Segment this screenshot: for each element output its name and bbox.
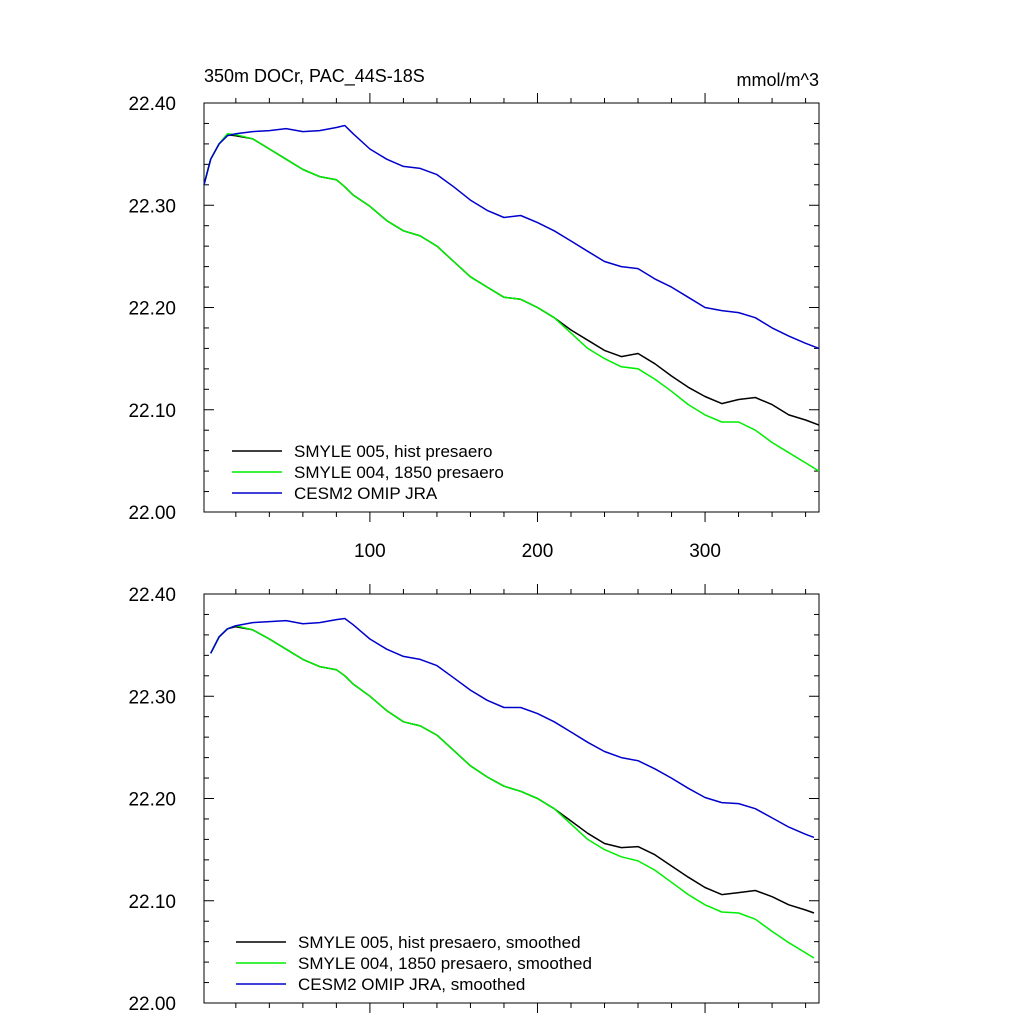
series-line-3: [203, 124, 820, 350]
bottom-panel: 22.00 22.10 22.20 22.30 22.40 SMYLE 005, hist…: [128, 584, 820, 1015]
y-tick-label: 22.30: [128, 687, 176, 708]
y-tick-label: 22.40: [128, 585, 176, 606]
series-line-1: [210, 625, 815, 914]
legend-label: CESM2 OMIP JRA: [294, 484, 438, 503]
x-tick-label: 100: [354, 541, 386, 562]
y-tick-label: 22.10: [128, 892, 176, 913]
x-tick-label: 200: [522, 541, 554, 562]
y-tick-label: 22.30: [128, 196, 176, 217]
series-line-2: [210, 624, 815, 959]
legend-label: SMYLE 005, hist presaero: [294, 442, 492, 461]
series-line-3: [210, 617, 815, 839]
y-tick-label: 22.40: [128, 94, 176, 115]
legend-label: SMYLE 004, 1850 presaero: [294, 463, 504, 482]
units-label: mmol/m^3: [737, 70, 819, 90]
y-tick-label: 22.20: [128, 790, 176, 811]
legend-label: SMYLE 004, 1850 presaero, smoothed: [298, 954, 592, 973]
y-tick-label: 22.00: [128, 503, 176, 524]
legend-label: SMYLE 005, hist presaero, smoothed: [298, 933, 581, 952]
top-panel: 22.00 22.10 22.20 22.30 22.40 100 200 300 SMYLE …: [128, 93, 820, 562]
series-line-2: [203, 132, 820, 472]
y-tick-label: 22.20: [128, 299, 176, 320]
y-tick-label: 22.10: [128, 401, 176, 422]
x-tick-label: 300: [689, 541, 721, 562]
chart-title: 350m DOCr, PAC_44S-18S: [204, 66, 425, 87]
series-line-1: [203, 133, 820, 426]
y-tick-label: 22.00: [128, 994, 176, 1015]
legend-label: CESM2 OMIP JRA, smoothed: [298, 975, 525, 994]
